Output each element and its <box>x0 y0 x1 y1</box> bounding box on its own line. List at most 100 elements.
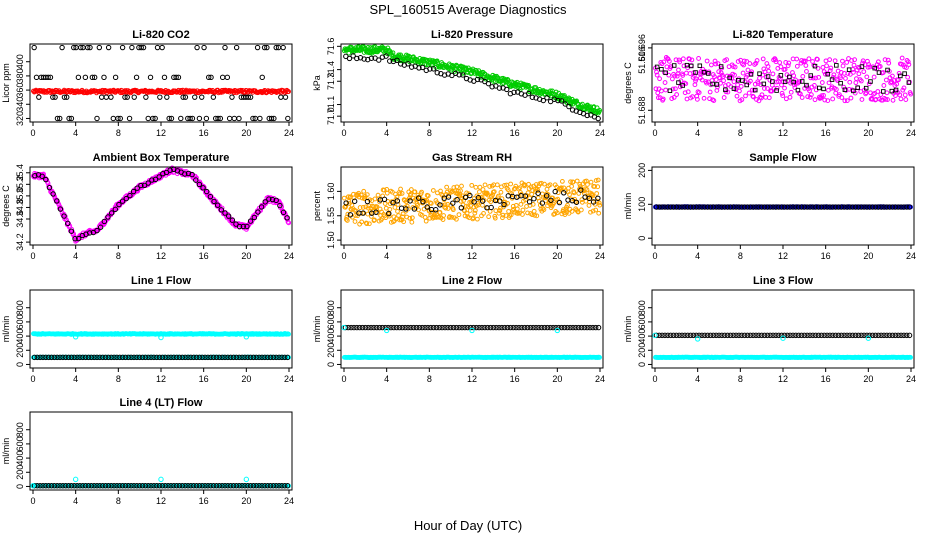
data-point <box>103 94 110 100</box>
data-point <box>544 95 550 101</box>
data-point <box>396 324 403 331</box>
series-averages <box>31 44 291 122</box>
data-point <box>766 68 772 74</box>
data-point <box>416 324 423 331</box>
series-averages <box>343 53 601 122</box>
data-point <box>593 324 599 331</box>
data-point <box>821 204 827 210</box>
data-point <box>154 483 160 489</box>
data-point <box>413 324 420 331</box>
data-point <box>741 332 748 339</box>
data-point <box>801 332 808 339</box>
data-point <box>188 483 194 489</box>
y-axis-label: Licor ppm <box>1 63 11 103</box>
data-point <box>860 58 866 64</box>
data-point <box>540 97 547 104</box>
data-point <box>102 354 109 361</box>
data-point <box>782 79 788 85</box>
data-point <box>540 206 546 211</box>
data-point <box>672 73 678 79</box>
data-point <box>791 79 796 85</box>
data-point <box>899 55 905 61</box>
data-point <box>754 58 760 63</box>
data-point <box>689 57 695 63</box>
data-point <box>165 483 171 489</box>
x-tick-label: 0 <box>652 374 657 384</box>
data-point <box>82 483 89 489</box>
data-point <box>884 332 890 339</box>
data-point <box>702 204 708 210</box>
series-averages <box>654 62 912 94</box>
data-point <box>454 197 460 203</box>
data-point <box>456 324 462 331</box>
data-point <box>795 87 801 93</box>
data-point <box>745 67 751 73</box>
data-point <box>350 53 356 59</box>
data-point <box>531 195 537 202</box>
x-tick-label: 24 <box>284 496 294 506</box>
x-tick-label: 12 <box>467 374 477 384</box>
data-point <box>236 354 242 361</box>
data-point <box>354 324 360 331</box>
data-point <box>876 70 882 75</box>
data-point <box>187 115 193 122</box>
data-point <box>710 204 717 210</box>
data-point <box>411 206 418 212</box>
data-point <box>718 70 724 76</box>
data-point <box>867 64 873 70</box>
data-point <box>250 115 256 122</box>
data-point <box>747 332 753 339</box>
data-point <box>750 204 756 210</box>
data-point <box>348 324 354 331</box>
data-point <box>680 83 685 88</box>
x-tick-label: 4 <box>384 374 389 384</box>
y-tick-label: 0 <box>326 362 336 367</box>
data-point <box>61 94 68 100</box>
data-point <box>403 206 409 212</box>
data-point <box>514 206 520 212</box>
data-point <box>284 215 290 221</box>
data-point <box>489 84 495 90</box>
data-point <box>832 58 838 64</box>
data-point <box>791 73 797 79</box>
data-point <box>280 44 286 51</box>
data-point <box>508 212 514 218</box>
y-tick-label: 600 <box>15 436 25 451</box>
chart-title: Line 1 Flow <box>131 275 191 287</box>
x-tick-label: 24 <box>595 128 605 138</box>
data-point <box>437 202 443 208</box>
data-point <box>179 354 186 361</box>
data-point <box>526 181 531 187</box>
data-point <box>902 92 908 98</box>
data-point <box>687 332 694 339</box>
y-tick-label: 35.2 <box>15 176 25 194</box>
data-point <box>902 71 907 76</box>
data-point <box>716 204 722 210</box>
data-point <box>520 207 526 213</box>
data-point <box>538 324 545 331</box>
data-point <box>671 63 677 68</box>
data-point <box>72 236 78 242</box>
data-point <box>743 93 748 99</box>
data-point <box>470 324 477 331</box>
x-tick-label: 4 <box>73 251 78 261</box>
x-tick-label: 12 <box>778 374 788 384</box>
data-point <box>783 60 789 65</box>
data-point <box>393 324 400 331</box>
data-point <box>801 204 808 210</box>
data-point <box>250 483 257 489</box>
x-tick-label: 16 <box>199 496 209 506</box>
data-point <box>849 204 856 210</box>
data-point <box>810 332 816 339</box>
data-point <box>838 75 843 81</box>
data-point <box>101 74 107 81</box>
data-point <box>539 200 546 206</box>
data-point <box>102 483 109 489</box>
data-point <box>532 212 538 218</box>
data-point <box>593 207 599 213</box>
data-point <box>819 80 825 85</box>
data-point <box>578 324 585 331</box>
data-point <box>836 92 842 98</box>
